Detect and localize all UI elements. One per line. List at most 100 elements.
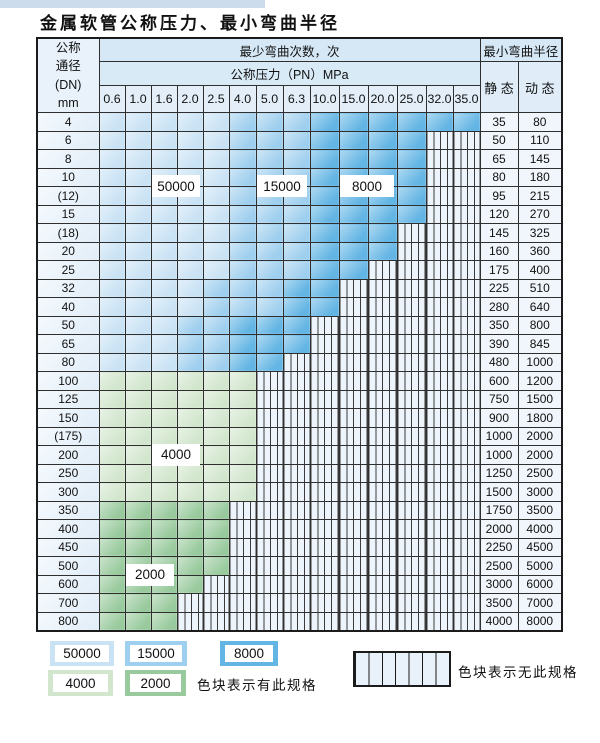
cell-spec-50000 [98,241,126,261]
cell-spec-15000 [282,149,311,169]
cell-dn: 300 [36,482,100,502]
cell-spec-4000 [150,426,178,446]
cell-no-spec [396,260,427,280]
cell-spec-8000 [338,223,369,243]
cell-spec-4000 [176,482,204,502]
cell-no-spec [282,556,311,576]
cell-spec-50000 [124,167,152,187]
cell-spec-2000 [150,500,178,520]
cell-no-spec [396,426,427,446]
cell-no-spec [367,334,398,354]
cell-no-spec [338,334,369,354]
cell-spec-15000 [228,204,257,224]
cell-dn: 65 [36,334,100,354]
cell-dynamic-radius: 325 [517,223,563,243]
cell-no-spec [338,611,369,632]
cell-spec-15000 [255,297,284,317]
cell-no-spec [282,500,311,520]
cell-no-spec [282,574,311,594]
cell-no-spec [228,611,257,632]
cell-spec-8000 [367,223,398,243]
cell-no-spec [425,389,454,409]
cell-spec-4000 [228,408,257,428]
cell-spec-2000 [176,574,204,594]
cell-spec-15000 [255,260,284,280]
cell-dynamic-radius: 845 [517,334,563,354]
cell-spec-8000 [309,112,340,132]
cell-spec-2000 [124,500,152,520]
cell-static-radius: 65 [479,149,519,169]
cell-static-radius: 175 [479,260,519,280]
cell-no-spec [425,482,454,502]
cell-spec-8000 [309,260,340,280]
band-count-label: 15000 [257,175,307,197]
cell-spec-15000 [282,204,311,224]
cell-spec-4000 [150,389,178,409]
cell-spec-2000 [98,556,126,576]
cell-spec-8000 [309,204,340,224]
cell-dynamic-radius: 640 [517,297,563,317]
cell-no-spec [202,574,230,594]
cell-spec-50000 [150,130,178,150]
cell-no-spec [309,315,340,335]
table-area: 公称 通径 (DN) mm 最少弯曲次数，次 最小弯曲半径 公称压力（PN）MPa 静… [36,37,563,632]
cell-no-spec [396,352,427,372]
cell-spec-8000 [282,334,311,354]
cell-spec-50000 [176,204,204,224]
cell-spec-4000 [176,408,204,428]
cell-spec-2000 [150,593,178,613]
cell-static-radius: 1000 [479,445,519,465]
cell-spec-50000 [150,352,178,372]
table-row: 32 225 510 [36,278,563,298]
cell-spec-50000 [150,241,178,261]
cell-dn: 500 [36,556,100,576]
cell-static-radius: 80 [479,167,519,187]
cell-spec-4000 [98,445,126,465]
pressure-column-header: 2.0 [176,85,204,113]
cell-no-spec [367,352,398,372]
cell-spec-4000 [98,408,126,428]
cycles-header: 最少弯曲次数，次 [98,37,481,62]
cell-spec-4000 [176,389,204,409]
cell-spec-50000 [176,130,204,150]
cell-no-spec [425,371,454,391]
cell-spec-4000 [228,426,257,446]
cell-spec-2000 [202,556,230,576]
cell-no-spec [452,130,481,150]
cell-spec-4000 [150,482,178,502]
cell-no-spec [367,556,398,576]
table-row: 25 175 400 [36,260,563,280]
cell-no-spec [282,593,311,613]
cell-no-spec [452,260,481,280]
legend-swatch-2000: 2000 [125,670,186,696]
cell-spec-8000 [255,334,284,354]
cell-spec-4000 [202,426,230,446]
cell-no-spec [309,519,340,539]
cell-spec-50000 [176,297,204,317]
cell-no-spec [396,297,427,317]
cell-spec-2000 [176,500,204,520]
cell-no-spec [309,389,340,409]
cell-spec-15000 [228,223,257,243]
cell-spec-15000 [228,112,257,132]
cell-no-spec [338,556,369,576]
cell-spec-15000 [228,260,257,280]
cell-no-spec [282,408,311,428]
cell-no-spec [425,500,454,520]
cell-spec-8000 [309,130,340,150]
table-row: 250 1250 2500 [36,463,563,483]
cell-static-radius: 600 [479,371,519,391]
cell-no-spec [176,593,204,613]
cell-spec-8000 [309,241,340,261]
legend-swatch-label: 2000 [130,674,181,692]
cell-no-spec [425,445,454,465]
cell-no-spec [282,352,311,372]
cell-no-spec [452,426,481,446]
cell-spec-2000 [176,537,204,557]
table-row: 700 3500 7000 [36,593,563,613]
cell-spec-8000 [396,186,427,206]
cell-no-spec [396,389,427,409]
cell-spec-50000 [98,260,126,280]
cell-dn: 32 [36,278,100,298]
cell-no-spec [396,537,427,557]
